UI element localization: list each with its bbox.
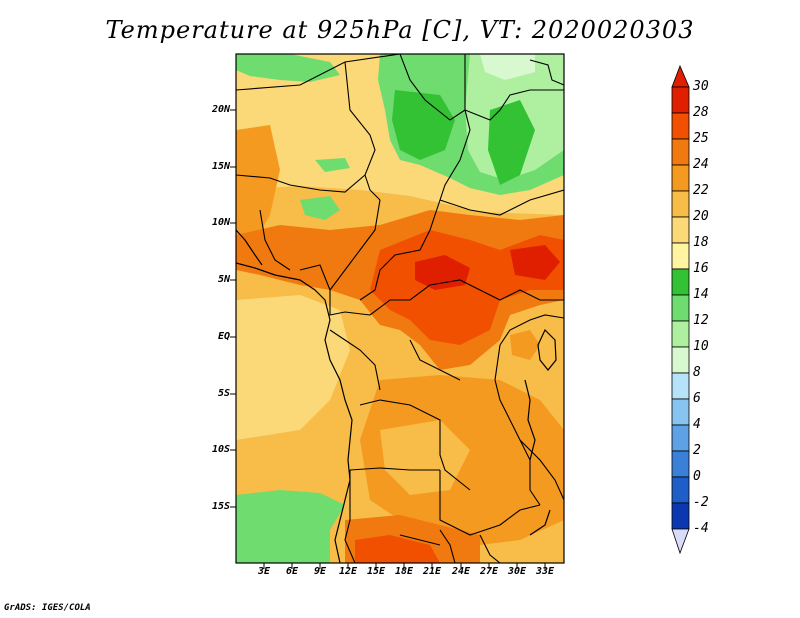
- colorbar-20-22: [671, 190, 690, 218]
- colorbar-minus2-0: [671, 476, 690, 504]
- colorbar-label-24: 24: [693, 157, 709, 172]
- colorbar-label-22: 22: [693, 183, 709, 198]
- colorbar-below-minus4: [671, 528, 690, 555]
- colorbar-2-4: [671, 424, 690, 452]
- colorbar-above-30: [671, 64, 690, 88]
- lon-label-15e: 15E: [366, 566, 386, 577]
- colorbar: [671, 64, 690, 555]
- colorbar-label-25: 25: [693, 131, 709, 146]
- lon-label-24e: 24E: [451, 566, 471, 577]
- colorbar-24-25: [671, 138, 690, 166]
- colorbar-0-2: [671, 450, 690, 478]
- colorbar-14-16: [671, 268, 690, 296]
- grads-credit: GrADS: IGES/COLA: [4, 603, 91, 613]
- colorbar-16-18: [671, 242, 690, 270]
- lat-label-10s: 10S: [211, 444, 230, 455]
- colorbar-label-16: 16: [693, 261, 709, 276]
- map-frame: [235, 53, 565, 564]
- lat-label-5n: 5N: [217, 274, 230, 285]
- lat-label-eq: EQ: [217, 331, 230, 342]
- lon-ticks: [263, 563, 546, 569]
- country-borders: [236, 54, 564, 563]
- lon-label-18e: 18E: [394, 566, 414, 577]
- colorbar-label-30: 30: [693, 79, 709, 94]
- colorbar-6-8: [671, 372, 690, 400]
- lon-label-3e: 3E: [257, 566, 271, 577]
- colorbar-label-4: 4: [693, 417, 701, 432]
- lon-label-33e: 33E: [535, 566, 555, 577]
- colorbar-label-2: 2: [693, 443, 701, 458]
- lat-label-20n: 20N: [211, 104, 230, 115]
- colorbar-28-30: [671, 86, 690, 114]
- lon-label-21e: 21E: [422, 566, 442, 577]
- lat-label-15n: 15N: [211, 161, 230, 172]
- colorbar-label-18: 18: [693, 235, 709, 250]
- lon-label-30e: 30E: [507, 566, 527, 577]
- lon-label-27e: 27E: [479, 566, 499, 577]
- colorbar-10-12: [671, 320, 690, 348]
- colorbar-label-12: 12: [693, 313, 709, 328]
- colorbar-8-10: [671, 346, 690, 374]
- colorbar-label-8: 8: [693, 365, 701, 380]
- colorbar-18-20: [671, 216, 690, 244]
- coastlines: [236, 229, 557, 563]
- colorbar-12-14: [671, 294, 690, 322]
- colorbar-4-6: [671, 398, 690, 426]
- temperature-field: [236, 54, 564, 563]
- map-title: Temperature at 925hPa [C], VT: 202002030…: [105, 16, 695, 44]
- colorbar-minus4-minus2: [671, 502, 690, 530]
- colorbar-22-24: [671, 164, 690, 192]
- colorbar-label-10: 10: [693, 339, 709, 354]
- colorbar-label-minus4: -4: [693, 521, 709, 536]
- colorbar-label-20: 20: [693, 209, 709, 224]
- colorbar-25-28: [671, 112, 690, 140]
- lon-label-9e: 9E: [313, 566, 327, 577]
- lat-ticks: [230, 109, 236, 508]
- colorbar-label-0: 0: [693, 469, 701, 484]
- lat-label-10n: 10N: [211, 217, 230, 228]
- colorbar-label-minus2: -2: [693, 495, 709, 510]
- lon-label-12e: 12E: [338, 566, 358, 577]
- lat-label-5s: 5S: [217, 388, 230, 399]
- colorbar-label-14: 14: [693, 287, 709, 302]
- colorbar-label-6: 6: [693, 391, 701, 406]
- colorbar-label-28: 28: [693, 105, 709, 120]
- lat-label-15s: 15S: [211, 501, 230, 512]
- lon-label-6e: 6E: [285, 566, 299, 577]
